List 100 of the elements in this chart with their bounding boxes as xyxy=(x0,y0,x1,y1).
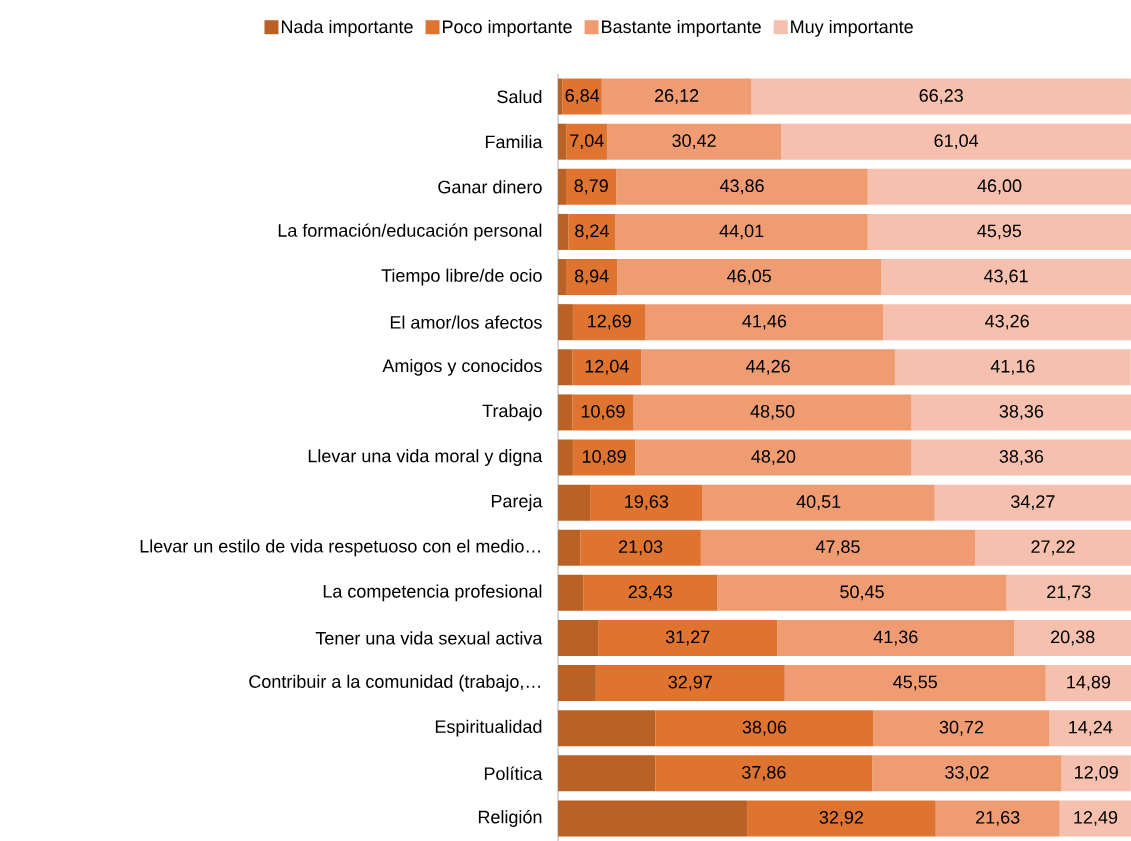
bar xyxy=(975,529,1131,566)
bar xyxy=(1061,755,1131,792)
bar xyxy=(747,800,936,837)
data-label: 44,26 xyxy=(746,359,790,375)
bar xyxy=(558,168,567,205)
y-tick-label: Ganar dinero xyxy=(438,180,542,194)
bar xyxy=(558,123,567,160)
y-tick-label: Contribuir a la comunidad (trabajo,… xyxy=(249,674,540,692)
data-label: 20,38 xyxy=(1051,630,1095,646)
data-label: 21,63 xyxy=(976,811,1020,826)
legend-label: Poco importante xyxy=(443,19,572,37)
bar xyxy=(700,529,976,566)
data-label: 26,12 xyxy=(655,89,699,104)
data-label: 23,43 xyxy=(628,585,673,601)
data-label: 21,03 xyxy=(618,540,663,556)
bar xyxy=(655,755,873,792)
bar xyxy=(580,529,701,566)
bar xyxy=(558,800,748,837)
data-label: 14,89 xyxy=(1067,675,1111,691)
data-label: 31,27 xyxy=(665,630,710,646)
data-label: 21,73 xyxy=(1047,585,1091,601)
bar xyxy=(568,213,616,250)
bar xyxy=(606,123,782,160)
bar xyxy=(911,394,1131,431)
bar xyxy=(558,574,584,611)
data-label: 12,09 xyxy=(1075,765,1118,781)
data-label: 19,63 xyxy=(625,495,669,511)
bar xyxy=(935,800,1060,837)
bar xyxy=(867,213,1131,250)
y-tick-label: El amor/los afectos xyxy=(390,315,542,329)
y-tick-label: Pareja xyxy=(491,494,543,512)
data-label: 10,69 xyxy=(581,404,625,420)
data-label: 43,61 xyxy=(983,269,1028,285)
bar xyxy=(566,123,607,160)
bar xyxy=(558,710,656,747)
data-label: 41,46 xyxy=(742,314,787,330)
bar xyxy=(883,304,1131,341)
data-label: 37,86 xyxy=(742,765,786,781)
data-label: 38,36 xyxy=(999,404,1044,420)
bar xyxy=(566,259,618,296)
bar xyxy=(777,619,1015,656)
bar xyxy=(566,168,617,205)
bar xyxy=(633,394,912,431)
y-tick-label: Trabajo xyxy=(482,404,542,421)
bar xyxy=(558,619,599,656)
data-label: 43,26 xyxy=(985,314,1029,330)
bar xyxy=(617,259,882,296)
bar xyxy=(781,123,1131,160)
data-label: 40,51 xyxy=(796,495,841,511)
legend-label: Bastante importante xyxy=(602,19,761,37)
data-label: 30,72 xyxy=(939,720,984,736)
data-label: 38,36 xyxy=(999,450,1044,465)
y-tick-label: La formación/educación personal xyxy=(278,223,542,241)
bar xyxy=(601,78,752,115)
bar xyxy=(635,439,912,476)
bar xyxy=(615,213,868,250)
bar xyxy=(562,78,602,115)
y-tick-label: Amigos y conocidos xyxy=(382,358,542,376)
bar xyxy=(894,349,1131,386)
bar xyxy=(717,574,1007,611)
data-label: 27,22 xyxy=(1031,540,1075,556)
bar xyxy=(1014,619,1131,656)
data-label: 50,45 xyxy=(840,585,884,601)
data-label: 33,02 xyxy=(945,765,989,781)
bar xyxy=(645,304,884,341)
bar xyxy=(751,78,1131,115)
data-label: 12,69 xyxy=(588,314,631,330)
y-tick-label: Tiempo libre/de ocio xyxy=(381,268,542,286)
bar xyxy=(558,529,581,566)
bar xyxy=(867,168,1131,205)
bar xyxy=(595,665,785,702)
bar xyxy=(558,259,567,296)
data-label: 47,85 xyxy=(815,540,860,556)
bar xyxy=(590,484,703,521)
bar xyxy=(934,484,1131,521)
data-label: 48,20 xyxy=(751,450,796,465)
data-label: 32,92 xyxy=(819,811,864,826)
data-label: 10,89 xyxy=(582,450,626,465)
data-label: 8,79 xyxy=(574,179,608,195)
y-tick-label: Tener una vida sexual activa xyxy=(315,631,543,645)
data-label: 38,06 xyxy=(742,720,787,736)
data-label: 44,01 xyxy=(719,224,764,240)
bar xyxy=(1006,574,1131,611)
y-tick-label: Espiritualidad xyxy=(435,719,542,737)
data-label: 8,24 xyxy=(575,224,609,240)
bar xyxy=(1045,665,1131,702)
data-label: 41,16 xyxy=(990,359,1035,375)
bar xyxy=(1049,710,1131,747)
bar xyxy=(655,710,874,747)
bar xyxy=(702,484,935,521)
data-label: 30,42 xyxy=(672,134,716,150)
data-label: 32,97 xyxy=(668,675,712,691)
y-tick-label: Llevar un estilo de vida respetuoso con el medio… xyxy=(140,539,540,557)
y-tick-label: Religión xyxy=(478,809,542,827)
data-label: 45,55 xyxy=(893,675,937,691)
data-label: 14,24 xyxy=(1069,720,1113,736)
data-label: 46,00 xyxy=(977,179,1022,195)
bar xyxy=(558,755,656,792)
data-label: 45,95 xyxy=(977,224,1022,240)
bar xyxy=(583,574,718,611)
